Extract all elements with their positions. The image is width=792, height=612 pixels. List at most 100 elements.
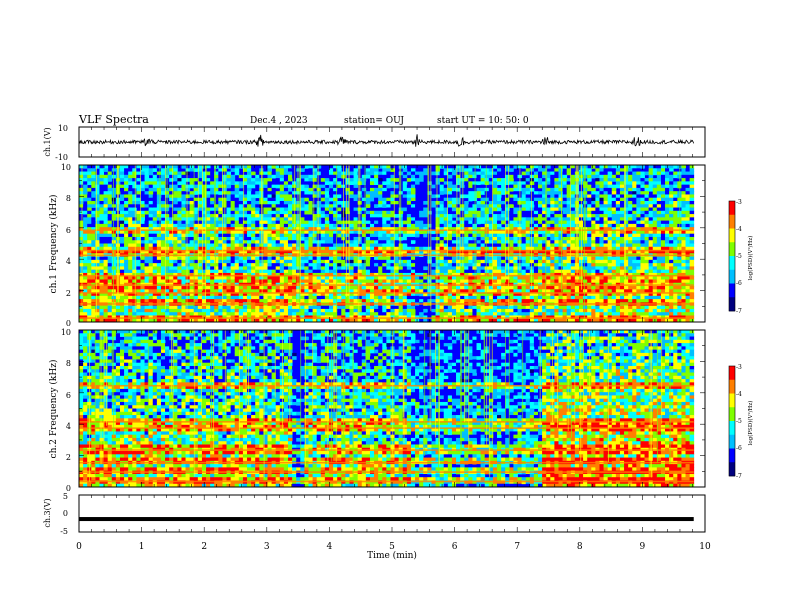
spectrogram-cell: [160, 246, 166, 251]
spectrogram-cell: [492, 174, 498, 179]
spectrogram-cell: [173, 165, 178, 169]
spectrogram-cell: [308, 174, 313, 179]
spectrogram-cell: [226, 223, 232, 228]
spectrogram-cell: [308, 168, 313, 172]
spectrogram-cell: [296, 200, 301, 205]
spectrogram-cell: [509, 220, 514, 225]
spectrogram-cell: [320, 233, 326, 238]
spectrogram-cell: [439, 230, 445, 235]
spectrogram-cell: [341, 259, 346, 264]
spectrogram-cell: [349, 223, 354, 228]
spectrogram-cell: [378, 266, 383, 271]
spectrogram-cell: [95, 263, 100, 267]
spectrogram-cell: [451, 187, 457, 192]
spectrogram-cell: [464, 236, 469, 241]
spectrogram-cell: [402, 259, 408, 264]
spectrogram-cell: [283, 256, 289, 261]
spectrogram-cell: [374, 165, 379, 169]
spectrogram-cell: [95, 200, 100, 205]
spectrogram-cell: [406, 207, 412, 212]
spectrogram-cell: [169, 240, 174, 244]
spectrogram-cell: [99, 299, 104, 303]
spectrogram-cell: [177, 256, 182, 261]
spectrogram-cell: [472, 286, 477, 290]
spectrogram-cell: [79, 279, 84, 284]
spectrogram-cell: [378, 269, 383, 274]
spectrogram-cell: [447, 308, 453, 313]
spectrogram-cell: [296, 220, 301, 225]
spectrogram-cell: [415, 181, 420, 186]
spectrogram-cell: [115, 318, 121, 323]
spectrogram-cell: [308, 308, 313, 313]
spectrogram-cell: [140, 214, 145, 218]
spectrogram-cell: [181, 308, 186, 313]
spectrogram-cell: [271, 184, 277, 189]
spectrogram-cell: [410, 168, 416, 172]
spectrogram-cell: [267, 236, 273, 241]
spectrogram-cell: [337, 187, 342, 192]
spectrogram-cell: [374, 174, 379, 179]
spectrogram-cell: [251, 191, 256, 195]
spectrogram-cell: [177, 233, 182, 238]
spectrogram-cell: [308, 233, 313, 238]
spectrogram-cell: [173, 197, 178, 202]
spectrogram-cell: [435, 243, 441, 248]
spectrogram-cell: [480, 168, 486, 172]
spectrogram-cell: [230, 259, 236, 264]
spectrogram-cell: [480, 174, 486, 179]
spectrogram-cell: [316, 204, 322, 208]
spectrogram-cell: [87, 259, 92, 264]
spectrogram-cell: [267, 233, 273, 238]
spectrogram-cell: [402, 308, 408, 313]
spectrogram-cell: [279, 197, 285, 202]
spectrogram-cell: [456, 305, 461, 310]
spectrogram-cell: [320, 223, 326, 228]
spectrogram-cell: [160, 279, 166, 284]
spectrogram-cell: [497, 217, 502, 221]
spectrogram-cell: [152, 269, 158, 274]
spectrogram-cell: [95, 181, 100, 186]
spectrogram-cell: [484, 214, 490, 218]
spectrogram-cell: [296, 240, 301, 244]
spectrogram-cell: [382, 197, 387, 202]
spectrogram-cell: [513, 276, 518, 280]
spectrogram-cell: [156, 191, 162, 195]
spectrogram-cell: [279, 279, 285, 284]
spectrogram-cell: [361, 279, 367, 284]
spectrogram-cell: [488, 299, 494, 303]
spectrogram-cell: [451, 184, 457, 189]
spectrogram-cell: [247, 197, 252, 202]
spectrogram-cell: [99, 312, 104, 316]
spectrogram-cell: [206, 305, 211, 310]
spectrogram-cell: [267, 197, 273, 202]
spectrogram-cell: [509, 243, 514, 248]
spectrogram-cell: [374, 204, 379, 208]
spectrogram-cell: [386, 197, 391, 202]
spectrogram-cell: [439, 305, 445, 310]
spectrogram-cell: [251, 266, 256, 271]
spectrogram-cell: [222, 243, 227, 248]
spectrogram-cell: [386, 217, 391, 221]
spectrogram-cell: [189, 308, 195, 313]
spectrogram-cell: [144, 269, 150, 274]
spectrogram-cell: [173, 168, 178, 172]
spectrogram-cell: [308, 220, 313, 225]
spectrogram-cell: [480, 240, 486, 244]
spectrogram-cell: [320, 197, 326, 202]
spectrogram-cell: [369, 243, 375, 248]
spectrogram-cell: [148, 207, 154, 212]
spectrogram-cell: [128, 187, 133, 192]
spectrogram-cell: [152, 289, 158, 293]
spectrogram-cell: [247, 217, 252, 221]
spectrogram-cell: [439, 295, 445, 300]
spectrogram-cell: [226, 217, 232, 221]
spectrogram-cell: [480, 312, 486, 316]
spectrogram-cell: [107, 210, 113, 215]
spectrogram-cell: [95, 279, 100, 284]
spectrogram-cell: [87, 272, 92, 277]
spectrogram-cell: [263, 308, 268, 313]
spectrogram-cell: [324, 187, 330, 192]
spectrogram-cell: [226, 308, 232, 313]
spectrogram-cell: [410, 286, 416, 290]
spectrogram-cell: [456, 312, 461, 316]
